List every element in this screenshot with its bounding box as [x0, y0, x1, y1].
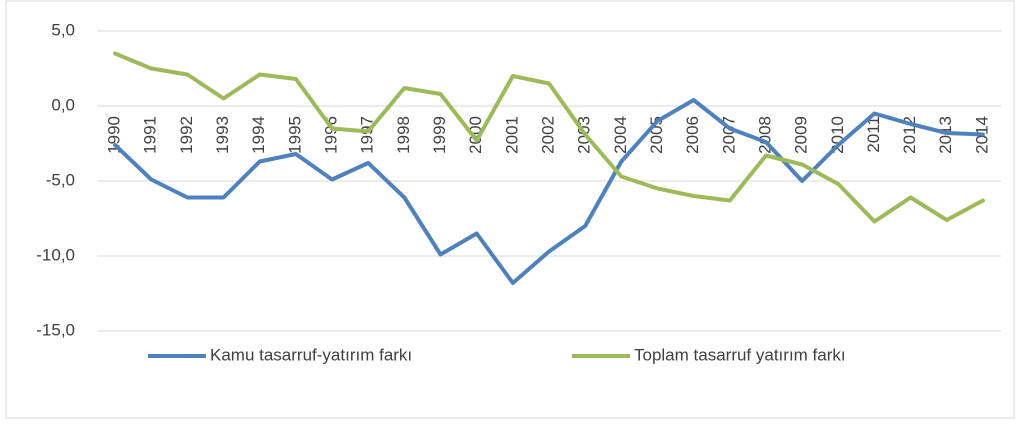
x-tick-label: 1999 [430, 116, 449, 154]
x-tick-label: 1996 [322, 116, 341, 154]
x-tick-label: 2011 [864, 116, 883, 153]
x-tick-label: 1991 [141, 116, 160, 154]
x-tick-label: 1993 [213, 116, 232, 154]
y-tick-label: -5,0 [46, 170, 75, 189]
y-tick-label: 0,0 [51, 95, 75, 114]
x-tick-label: 1990 [105, 116, 124, 154]
x-tick-label: 2001 [502, 116, 521, 154]
legend-label: Kamu tasarruf-yatırım farkı [210, 345, 412, 364]
x-tick-label: 1994 [249, 116, 268, 154]
x-tick-label: 2009 [792, 116, 811, 154]
x-tick-label: 1992 [177, 116, 196, 154]
legend-label: Toplam tasarruf yatırım farkı [634, 345, 846, 364]
x-tick-label: 1995 [285, 116, 304, 154]
x-tick-label: 2006 [683, 116, 702, 154]
y-tick-label: -10,0 [36, 245, 75, 264]
y-tick-label: -15,0 [36, 320, 75, 339]
x-tick-label: 2004 [611, 116, 630, 154]
x-tick-label: 1998 [394, 116, 413, 154]
series-line [113, 98, 985, 285]
y-tick-label: 5,0 [51, 20, 75, 39]
x-tick-label: 2002 [538, 116, 557, 154]
x-tick-label: 2000 [466, 116, 485, 154]
x-tick-label: 2013 [936, 116, 955, 154]
series-line [113, 51, 985, 224]
